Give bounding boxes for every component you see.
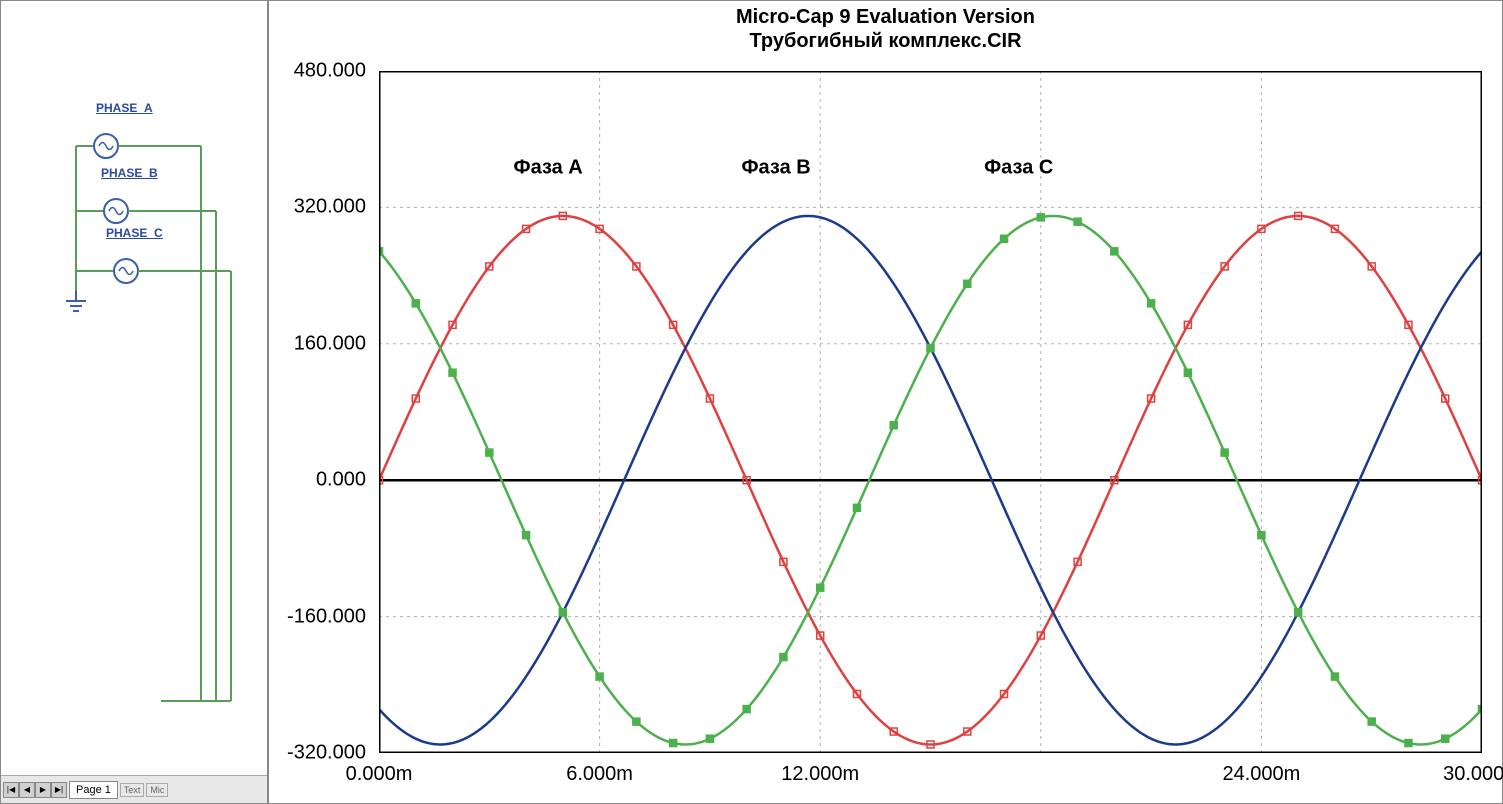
x-tick-label: 6.000m: [566, 763, 633, 786]
schematic-canvas[interactable]: PHASE_A PHASE_B PHASE_C: [1, 1, 267, 775]
x-tick-label: 12.000m: [781, 763, 859, 786]
schematic-node-label-b: PHASE_B: [101, 166, 158, 180]
y-tick-label: 160.000: [294, 332, 366, 355]
series-label-фаза-c: Фаза C: [984, 156, 1053, 178]
tab-first-button[interactable]: |◀: [3, 782, 19, 798]
tab-nav-group: |◀ ◀ ▶ ▶|: [3, 782, 67, 798]
x-tick-label: 30.000m: [1443, 763, 1503, 786]
y-tick-label: -320.000: [287, 742, 366, 765]
page-tab-bar: |◀ ◀ ▶ ▶| Page 1 Text Mic: [1, 775, 267, 803]
plot-area[interactable]: Фаза A Фаза B Фаза C: [379, 71, 1482, 753]
schematic-node-label-c: PHASE_C: [106, 226, 163, 240]
tab-text[interactable]: Text: [120, 783, 145, 797]
chart-panel: Micro-Cap 9 Evaluation Version Трубогибн…: [268, 0, 1503, 804]
tab-next-button[interactable]: ▶: [35, 782, 51, 798]
schematic-node-label-a: PHASE_A: [96, 101, 153, 115]
plot-svg: Фаза A Фаза B Фаза C: [379, 71, 1482, 753]
x-tick-label: 24.000m: [1222, 763, 1300, 786]
chart-title-2: Трубогибный комплекс.CIR: [269, 29, 1502, 53]
y-axis-labels: -320.000-160.0000.000160.000320.000480.0…: [269, 71, 374, 753]
tab-mic[interactable]: Mic: [146, 783, 168, 797]
tab-last-button[interactable]: ▶|: [51, 782, 67, 798]
y-tick-label: 320.000: [294, 196, 366, 219]
schematic-panel: PHASE_A PHASE_B PHASE_C |◀ ◀ ▶ ▶| Page 1 T…: [0, 0, 268, 804]
chart-title-1: Micro-Cap 9 Evaluation Version: [269, 5, 1502, 29]
y-tick-label: -160.000: [287, 605, 366, 628]
chart-title-block: Micro-Cap 9 Evaluation Version Трубогибн…: [269, 5, 1502, 53]
x-axis-labels: 0.000m6.000m12.000m24.000m30.000m: [379, 763, 1482, 793]
tab-page-1[interactable]: Page 1: [69, 781, 118, 799]
series-label-фаза-b: Фаза B: [741, 156, 810, 178]
tab-prev-button[interactable]: ◀: [19, 782, 35, 798]
schematic-svg: [1, 1, 267, 775]
x-tick-label: 0.000m: [346, 763, 413, 786]
y-tick-label: 480.000: [294, 60, 366, 83]
y-tick-label: 0.000: [316, 469, 366, 492]
series-label-фаза-a: Фаза A: [514, 156, 583, 178]
